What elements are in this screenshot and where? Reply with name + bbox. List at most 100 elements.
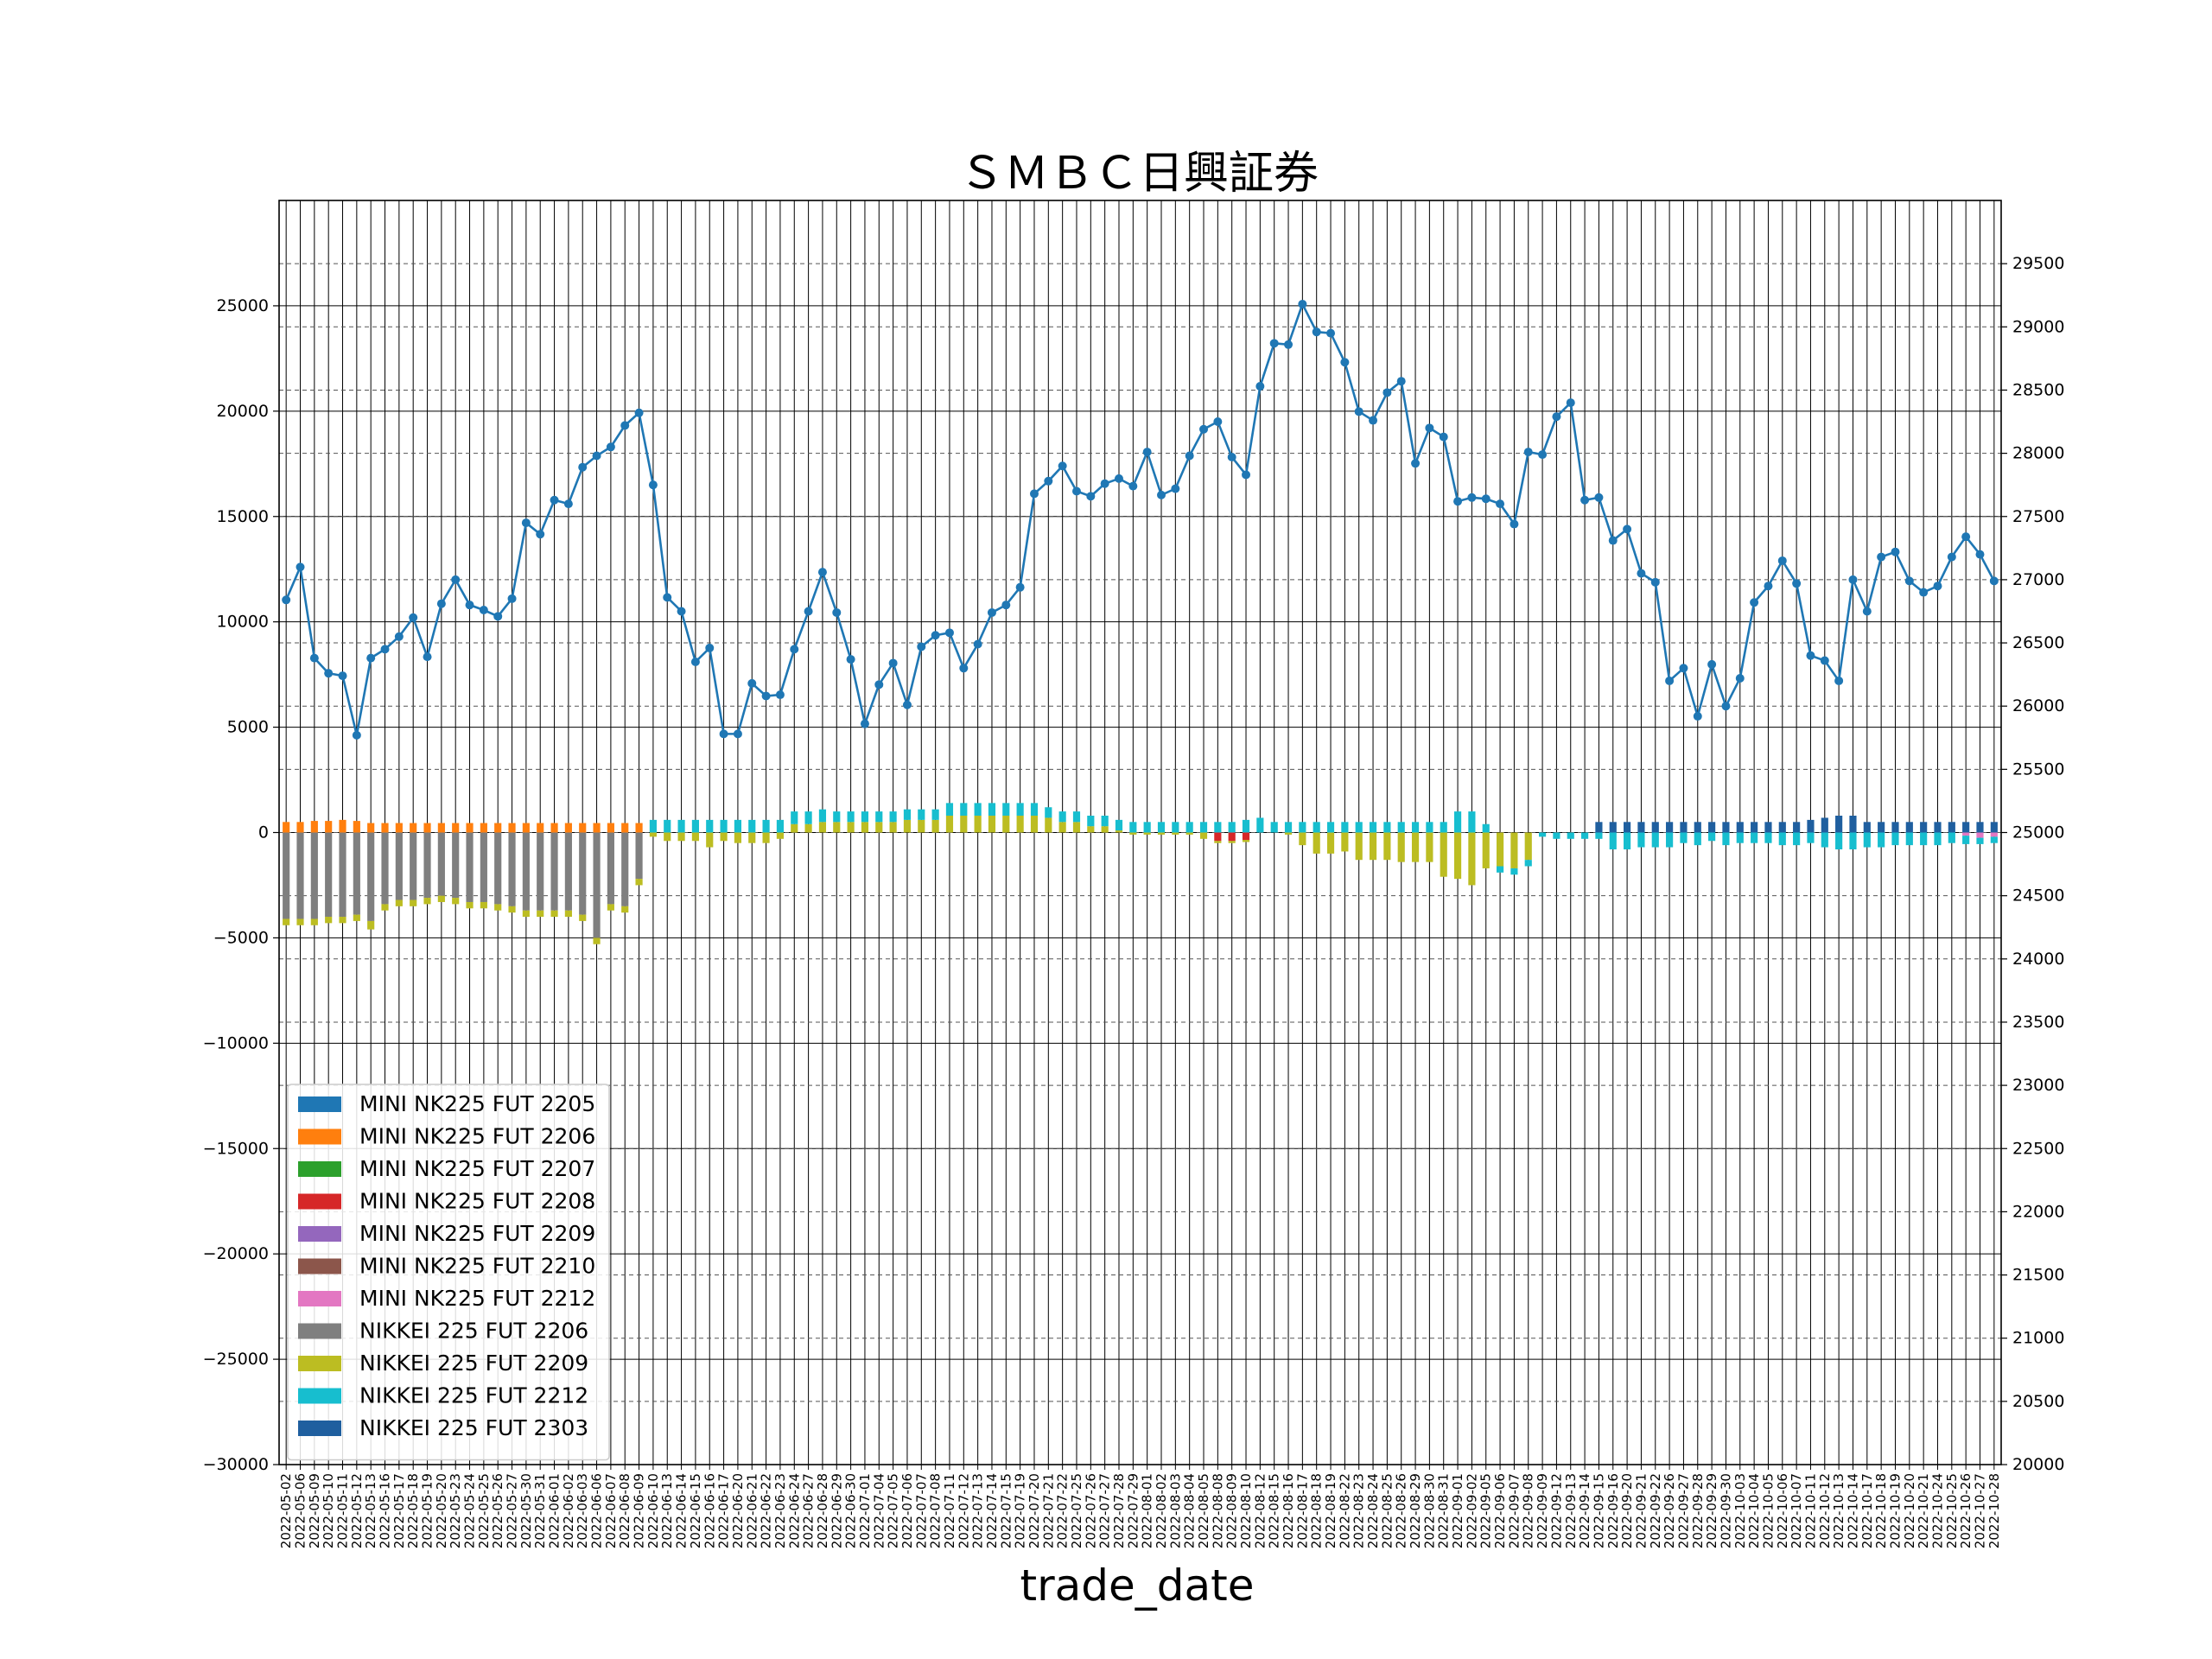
bar <box>1129 822 1137 833</box>
bar <box>537 832 544 911</box>
bar <box>1835 832 1843 850</box>
x-tick-label: 2022-06-28 <box>815 1473 830 1548</box>
bar <box>664 832 671 842</box>
bar <box>1891 832 1899 846</box>
bar <box>564 823 572 833</box>
x-tick-label: 2022-09-21 <box>1633 1473 1649 1548</box>
bar <box>537 910 544 918</box>
legend: MINI NK225 FUT 2205 MINI NK225 FUT 2206 MI… <box>287 1084 610 1461</box>
bar <box>691 832 699 842</box>
price-point <box>1255 382 1265 391</box>
x-tick-label: 2022-09-27 <box>1675 1473 1691 1548</box>
bar <box>762 819 770 833</box>
x-tick-label: 2022-06-27 <box>801 1473 817 1548</box>
price-point <box>690 657 700 666</box>
bar <box>1355 832 1363 861</box>
price-point <box>1608 536 1618 545</box>
bar <box>466 832 474 902</box>
bar <box>1326 822 1335 833</box>
bar <box>818 822 827 833</box>
legend-label: MINI NK225 FUT 2205 <box>359 1091 595 1116</box>
bar <box>1510 832 1518 868</box>
x-tick-label: 2022-08-15 <box>1267 1473 1282 1548</box>
x-tick-label: 2022-07-29 <box>1125 1473 1141 1548</box>
bar <box>649 819 657 833</box>
x-tick-label: 2022-07-26 <box>1083 1473 1098 1548</box>
x-tick-label: 2022-08-10 <box>1238 1473 1254 1548</box>
price-point <box>1721 702 1731 711</box>
price-point <box>761 691 771 701</box>
price-point <box>1919 588 1929 597</box>
x-tick-label: 2022-06-16 <box>702 1473 717 1548</box>
bar <box>1228 841 1236 843</box>
bar <box>367 823 375 833</box>
price-point <box>606 442 615 452</box>
x-tick-label: 2022-06-02 <box>561 1473 576 1548</box>
price-point <box>775 690 785 700</box>
bar <box>1962 822 1970 833</box>
legend-label: MINI NK225 FUT 2212 <box>359 1286 595 1311</box>
bar <box>1157 822 1166 833</box>
price-point <box>1792 579 1802 588</box>
bar <box>635 832 643 880</box>
bar <box>804 823 812 833</box>
bar <box>1609 832 1617 850</box>
legend-label: MINI NK225 FUT 2208 <box>359 1189 595 1214</box>
y2-tick-label: 26000 <box>2012 696 2064 715</box>
x-tick-label: 2022-05-06 <box>293 1473 308 1548</box>
bar <box>833 811 841 823</box>
bar <box>1214 822 1222 833</box>
bar <box>1778 822 1786 833</box>
y2-tick-label: 25500 <box>2012 760 2064 779</box>
bar <box>381 823 389 833</box>
x-tick-label: 2022-06-23 <box>772 1473 788 1548</box>
bar <box>423 832 431 899</box>
bar <box>875 811 883 823</box>
x-tick-label: 2022-07-27 <box>1097 1473 1113 1548</box>
bar <box>621 832 629 906</box>
bar <box>1482 832 1490 868</box>
bar <box>1030 815 1039 833</box>
bar <box>579 823 587 833</box>
y2-tick-label: 28500 <box>2012 380 2064 399</box>
bar <box>564 910 572 918</box>
price-point <box>719 729 728 739</box>
x-tick-label: 2022-09-16 <box>1605 1473 1621 1548</box>
price-point <box>1157 490 1166 499</box>
bar <box>395 899 403 906</box>
bar <box>1637 822 1645 833</box>
bar <box>550 832 558 911</box>
price-point <box>1848 575 1858 584</box>
bar <box>1736 832 1744 843</box>
legend-swatch <box>298 1421 341 1436</box>
bar <box>776 832 785 839</box>
bar <box>1510 868 1518 875</box>
y2-tick-label: 21000 <box>2012 1329 2064 1348</box>
price-point <box>1580 495 1590 505</box>
bar <box>1214 832 1222 842</box>
x-tick-label: 2022-07-22 <box>1055 1473 1071 1548</box>
x-tick-label: 2022-05-23 <box>448 1473 463 1548</box>
legend-swatch <box>298 1161 341 1177</box>
price-point <box>1665 676 1675 685</box>
price-point <box>1171 484 1180 493</box>
x-tick-label: 2022-08-16 <box>1281 1473 1296 1548</box>
x-tick-label: 2022-09-29 <box>1704 1473 1719 1548</box>
legend-label: NIKKEI 225 FUT 2206 <box>359 1319 588 1344</box>
x-tick-label: 2022-06-22 <box>759 1473 774 1548</box>
bar <box>903 819 912 833</box>
price-point <box>380 645 390 654</box>
bar <box>833 822 841 833</box>
price-point <box>790 645 799 654</box>
price-point <box>338 671 347 681</box>
price-point <box>1284 340 1294 349</box>
bar <box>1807 819 1815 833</box>
price-point <box>1369 416 1378 425</box>
legend-swatch <box>298 1096 341 1112</box>
price-point <box>1594 493 1604 502</box>
x-tick-label: 2022-10-18 <box>1873 1473 1889 1548</box>
bar <box>325 917 333 924</box>
bar <box>537 823 544 833</box>
bar <box>1453 811 1462 833</box>
bar <box>1891 822 1899 833</box>
